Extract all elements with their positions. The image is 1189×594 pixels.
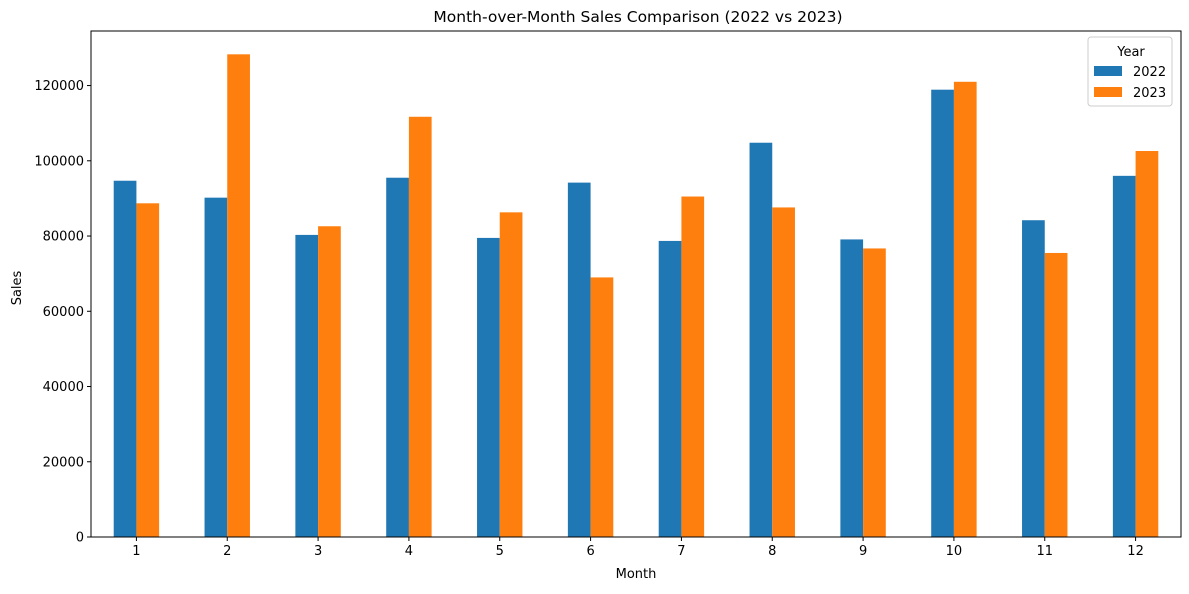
y-tick-label: 80000 (43, 230, 84, 245)
bar-2022-4 (386, 177, 409, 537)
bar-2022-5 (477, 237, 500, 538)
x-tick-label: 6 (586, 544, 594, 559)
x-tick-label: 8 (768, 544, 776, 559)
bar-2023-12 (1135, 151, 1159, 537)
bar-2023-11 (1044, 252, 1068, 537)
bar-2023-3 (318, 226, 341, 537)
bar-2023-1 (136, 203, 160, 537)
legend-swatch-2022 (1094, 66, 1122, 76)
legend-swatch-2023 (1094, 87, 1122, 97)
bar-2023-7 (681, 196, 705, 537)
x-axis-label: Month (616, 567, 657, 582)
bar-2022-7 (658, 240, 682, 537)
x-tick-label: 4 (405, 544, 413, 559)
bar-2023-10 (953, 81, 977, 538)
bar-2023-8 (772, 207, 795, 537)
x-tick-label: 12 (1127, 544, 1144, 559)
bar-2022-3 (295, 234, 319, 537)
x-tick-label: 2 (223, 544, 231, 559)
x-tick-label: 3 (314, 544, 322, 559)
chart-title: Month-over-Month Sales Comparison (2022 … (433, 8, 842, 26)
legend-label-2023: 2023 (1133, 86, 1166, 101)
legend-title: Year (1116, 45, 1145, 60)
bar-2022-6 (567, 182, 591, 538)
bar-2022-1 (113, 180, 137, 538)
y-tick-label: 100000 (34, 154, 84, 169)
y-tick-label: 0 (76, 531, 84, 546)
bar-2023-2 (227, 54, 250, 538)
y-axis-label: Sales (10, 270, 25, 305)
y-tick-label: 60000 (43, 305, 84, 320)
bar-2023-6 (590, 277, 614, 537)
y-tick-label: 120000 (34, 79, 84, 94)
bar-2023-4 (408, 116, 432, 538)
x-tick-label: 5 (496, 544, 504, 559)
bar-2022-2 (204, 197, 228, 537)
y-tick-label: 40000 (43, 380, 84, 395)
x-tick-label: 1 (132, 544, 140, 559)
bar-2023-5 (499, 212, 523, 537)
bar-2022-10 (931, 89, 954, 537)
bar-2022-9 (840, 239, 864, 538)
plot-frame (90, 30, 1182, 538)
legend-label-2022: 2022 (1133, 65, 1166, 80)
x-tick-label: 11 (1036, 544, 1053, 559)
y-tick-label: 20000 (43, 455, 84, 470)
bar-2023-9 (863, 248, 886, 537)
bar-2022-11 (1022, 220, 1045, 537)
x-tick-label: 10 (946, 544, 963, 559)
legend: Year 2022 2023 (1087, 36, 1173, 107)
bars-layer (113, 54, 1159, 538)
bar-2022-12 (1112, 175, 1136, 537)
x-tick-label: 7 (677, 544, 685, 559)
x-tick-label: 9 (859, 544, 867, 559)
bar-2022-8 (749, 142, 773, 537)
